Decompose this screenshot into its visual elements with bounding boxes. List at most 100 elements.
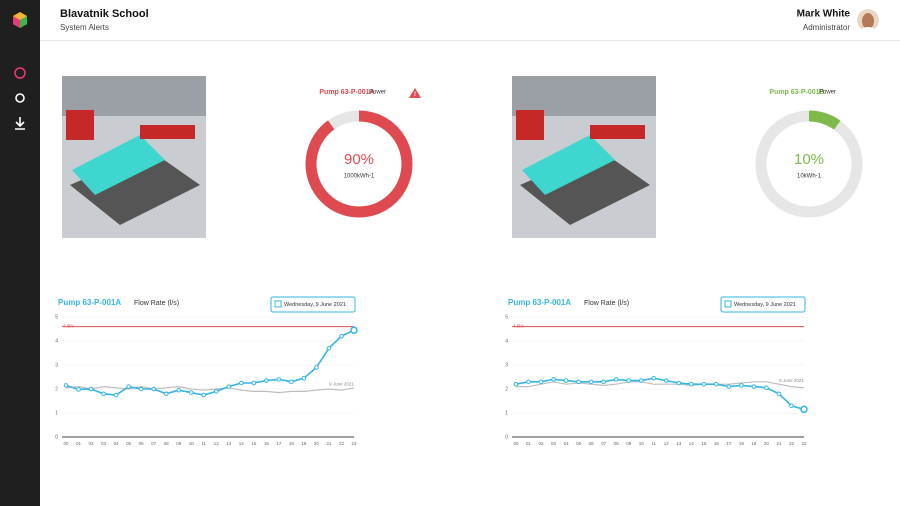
threshold-label: 4.6l/s	[513, 323, 525, 328]
x-tick-label: 00	[63, 441, 69, 446]
data-point	[339, 333, 344, 339]
x-tick-label: 15	[701, 441, 707, 446]
x-tick-label: 17	[276, 441, 282, 446]
x-tick-label: 15	[251, 441, 257, 446]
data-point	[126, 384, 131, 389]
y-tick-label: 3	[505, 362, 508, 368]
data-point	[651, 375, 657, 381]
data-point	[251, 380, 257, 386]
x-tick-label: 05	[576, 441, 582, 446]
x-tick-label: 21	[326, 441, 332, 446]
data-point	[276, 377, 282, 382]
nav-download-icon[interactable]	[15, 117, 25, 130]
gauge-name: Pump 63-P-001B	[769, 89, 824, 96]
data-point	[163, 391, 169, 397]
x-tick-label: 12	[214, 441, 220, 446]
date-text[interactable]: Wednesday, 9 June 2021	[734, 302, 796, 308]
data-point	[563, 378, 569, 383]
gauge-value: 90%	[344, 151, 374, 168]
date-text[interactable]: Wednesday, 9 June 2021	[284, 302, 346, 308]
gauge-metric: Power	[369, 90, 386, 96]
date-picker	[720, 296, 806, 313]
x-tick-label: 07	[151, 441, 157, 446]
chart-title: Pump 63-P-001A	[508, 298, 571, 307]
x-tick-label: 14	[689, 441, 695, 446]
data-point	[513, 381, 519, 387]
data-point	[601, 379, 606, 385]
y-tick-label: 4	[505, 338, 508, 344]
alert-icon[interactable]: !	[409, 88, 421, 98]
svg-text:!: !	[414, 92, 416, 98]
x-tick-label: 23	[351, 441, 357, 446]
x-tick-label: 03	[551, 441, 557, 446]
data-point	[239, 380, 244, 386]
data-point	[676, 380, 682, 386]
series-line	[65, 385, 355, 394]
data-point	[188, 390, 194, 395]
x-tick-label: 16	[714, 441, 720, 446]
x-tick-label: 10	[639, 441, 645, 446]
x-tick-label: 20	[314, 441, 320, 446]
x-tick-label: 11	[651, 441, 656, 446]
avatar[interactable]	[857, 9, 879, 31]
date-icon	[274, 300, 282, 308]
x-tick-label: 02	[89, 441, 95, 446]
data-point	[526, 379, 531, 385]
data-point	[588, 379, 594, 385]
user-name[interactable]: Mark White	[797, 9, 851, 20]
header-subtitle: System Alerts	[60, 23, 109, 32]
x-tick-label: 03	[101, 441, 107, 446]
gauge-metric: Power	[819, 90, 836, 96]
data-point	[714, 381, 719, 387]
x-tick-label: 13	[676, 441, 682, 446]
gauge-arc	[755, 110, 863, 218]
data-point	[800, 405, 808, 414]
x-tick-label: 10	[189, 441, 195, 446]
x-tick-label: 20	[764, 441, 770, 446]
data-point	[88, 386, 94, 392]
data-point	[213, 389, 219, 394]
x-tick-label: 01	[526, 441, 532, 446]
series-label: 9 June 2021	[329, 381, 354, 386]
data-point	[663, 378, 669, 383]
x-tick-label: 17	[726, 441, 732, 446]
x-tick-label: 21	[776, 441, 782, 446]
data-point	[201, 392, 207, 398]
pump-image	[62, 76, 206, 238]
x-tick-label: 06	[139, 441, 145, 446]
series-label: 9 June 2021	[779, 378, 804, 383]
data-point	[113, 392, 119, 398]
x-tick-label: 09	[176, 441, 182, 446]
nav-alerts-icon[interactable]	[14, 67, 26, 79]
data-point	[76, 387, 81, 392]
data-point	[138, 386, 144, 392]
data-point	[226, 384, 232, 389]
chart-subtitle: Flow Rate (l/s)	[134, 300, 179, 307]
data-point	[551, 377, 556, 382]
data-point	[101, 391, 106, 397]
data-point	[701, 381, 707, 387]
data-point	[314, 365, 319, 370]
y-tick-label: 5	[55, 314, 58, 320]
y-tick-label: 5	[505, 314, 508, 320]
data-point	[151, 386, 156, 392]
x-tick-label: 01	[76, 441, 82, 446]
nav-map-icon[interactable]	[15, 93, 25, 103]
data-point	[350, 326, 358, 334]
data-point	[626, 378, 631, 383]
x-tick-label: 09	[626, 441, 632, 446]
data-point	[689, 381, 694, 387]
data-point	[776, 391, 782, 397]
x-tick-label: 07	[601, 441, 607, 446]
x-tick-label: 05	[126, 441, 132, 446]
data-point	[63, 383, 69, 388]
data-point	[289, 379, 294, 385]
sidebar	[0, 0, 40, 506]
date-picker	[270, 296, 356, 313]
chart-subtitle: Flow Rate (l/s)	[584, 300, 629, 307]
y-tick-label: 0	[55, 434, 58, 440]
x-tick-label: 06	[589, 441, 595, 446]
y-tick-label: 3	[55, 362, 58, 368]
